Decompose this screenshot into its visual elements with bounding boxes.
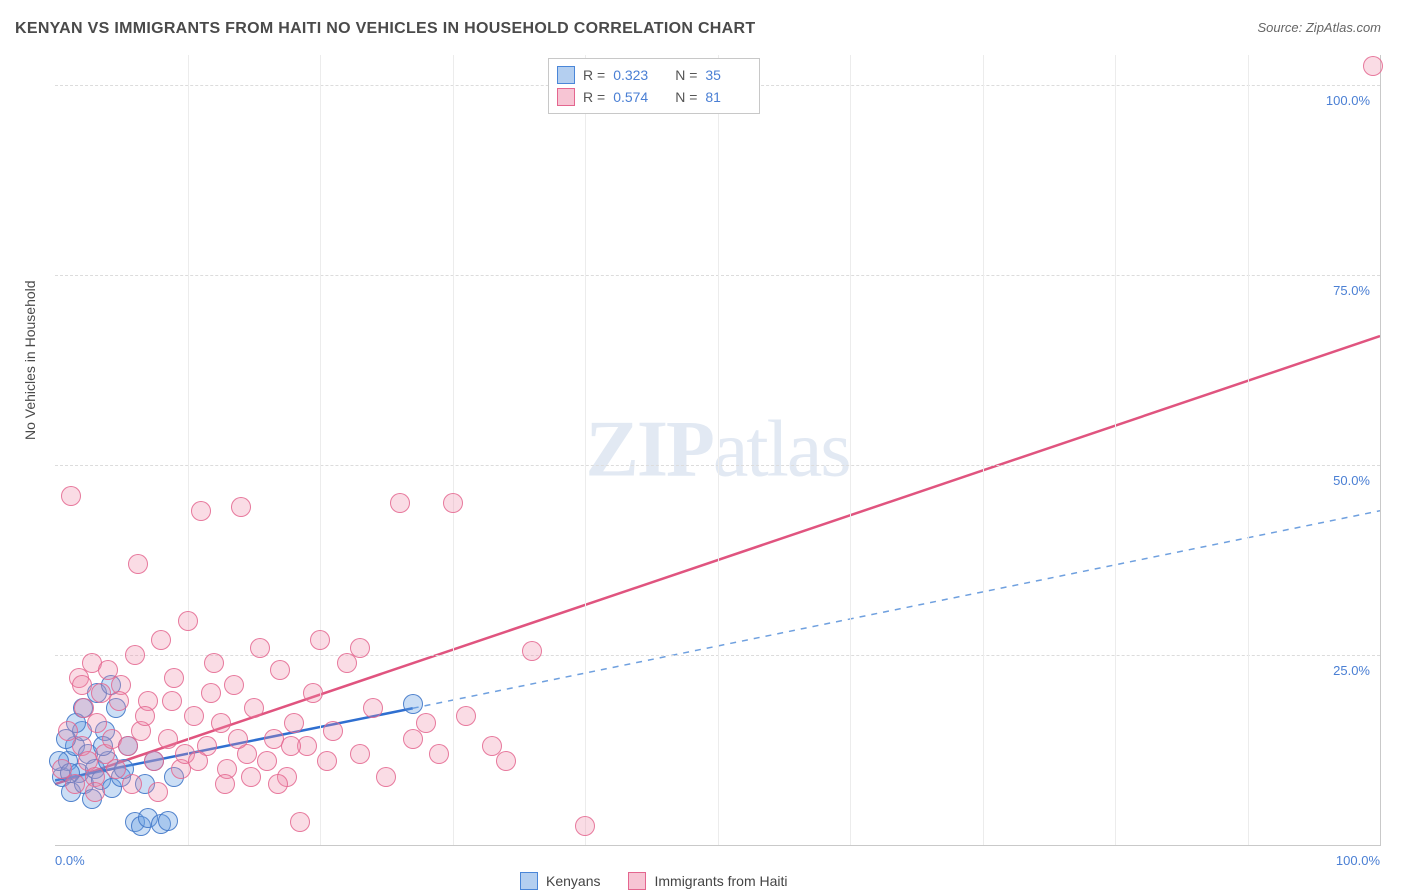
scatter-point <box>128 554 148 574</box>
scatter-point <box>191 501 211 521</box>
scatter-point <box>61 486 81 506</box>
scatter-point <box>72 675 92 695</box>
n-label: N = <box>675 67 697 83</box>
y-tick-label: 75.0% <box>1333 283 1370 298</box>
n-value: 35 <box>705 67 749 83</box>
scatter-point <box>224 675 244 695</box>
gridline-v <box>850 55 851 845</box>
scatter-point <box>188 751 208 771</box>
legend-item: Immigrants from Haiti <box>628 872 787 890</box>
scatter-point <box>290 812 310 832</box>
scatter-point <box>250 638 270 658</box>
series-legend: Kenyans Immigrants from Haiti <box>520 872 788 890</box>
r-label: R = <box>583 67 605 83</box>
scatter-point <box>241 767 261 787</box>
scatter-point <box>228 729 248 749</box>
gridline-v <box>983 55 984 845</box>
gridline-v <box>453 55 454 845</box>
plot-area: ZIPatlas 25.0% 50.0% 75.0% 100.0% <box>55 55 1381 846</box>
scatter-point <box>496 751 516 771</box>
y-tick-label: 50.0% <box>1333 473 1370 488</box>
scatter-point <box>1363 56 1383 76</box>
scatter-point <box>575 816 595 836</box>
gridline-v <box>718 55 719 845</box>
legend-swatch <box>628 872 646 890</box>
r-label: R = <box>583 89 605 105</box>
scatter-point <box>135 706 155 726</box>
gridline-v <box>1248 55 1249 845</box>
legend-swatch <box>557 88 575 106</box>
scatter-point <box>184 706 204 726</box>
scatter-point <box>268 774 288 794</box>
scatter-point <box>125 645 145 665</box>
scatter-point <box>323 721 343 741</box>
scatter-point <box>178 611 198 631</box>
x-tick-label: 0.0% <box>55 853 85 868</box>
legend-label: Immigrants from Haiti <box>654 873 787 889</box>
scatter-point <box>416 713 436 733</box>
legend-row: R = 0.574 N = 81 <box>557 86 749 108</box>
scatter-point <box>303 683 323 703</box>
scatter-point <box>215 774 235 794</box>
scatter-point <box>151 630 171 650</box>
scatter-point <box>158 811 178 831</box>
scatter-point <box>456 706 476 726</box>
scatter-point <box>122 774 142 794</box>
scatter-point <box>201 683 221 703</box>
legend-swatch <box>557 66 575 84</box>
gridline-v <box>188 55 189 845</box>
scatter-point <box>211 713 231 733</box>
scatter-point <box>403 694 423 714</box>
scatter-point <box>204 653 224 673</box>
scatter-point <box>106 759 126 779</box>
watermark-rest: atlas <box>713 406 850 494</box>
scatter-point <box>350 744 370 764</box>
scatter-point <box>363 698 383 718</box>
correlation-legend: R = 0.323 N = 35 R = 0.574 N = 81 <box>548 58 760 114</box>
gridline-v <box>1115 55 1116 845</box>
scatter-point <box>429 744 449 764</box>
scatter-point <box>257 751 277 771</box>
scatter-point <box>158 729 178 749</box>
scatter-point <box>148 782 168 802</box>
legend-swatch <box>520 872 538 890</box>
scatter-point <box>350 638 370 658</box>
legend-row: R = 0.323 N = 35 <box>557 64 749 86</box>
x-tick-label: 100.0% <box>1336 853 1380 868</box>
scatter-point <box>284 713 304 733</box>
chart-title: KENYAN VS IMMIGRANTS FROM HAITI NO VEHIC… <box>15 20 755 38</box>
scatter-point <box>244 698 264 718</box>
n-value: 81 <box>705 89 749 105</box>
legend-item: Kenyans <box>520 872 600 890</box>
scatter-point <box>164 668 184 688</box>
scatter-point <box>281 736 301 756</box>
scatter-point <box>85 782 105 802</box>
scatter-point <box>65 774 85 794</box>
watermark-bold: ZIP <box>586 406 713 494</box>
scatter-point <box>443 493 463 513</box>
trend-line-kenyans-dashed <box>413 511 1380 709</box>
gridline-v <box>585 55 586 845</box>
legend-label: Kenyans <box>546 873 600 889</box>
r-value: 0.323 <box>613 67 657 83</box>
y-axis-label: No Vehicles in Household <box>22 280 38 440</box>
gridline-v <box>320 55 321 845</box>
source-attribution: Source: ZipAtlas.com <box>1257 20 1381 35</box>
scatter-point <box>144 751 164 771</box>
scatter-point <box>162 691 182 711</box>
scatter-point <box>390 493 410 513</box>
scatter-point <box>317 751 337 771</box>
scatter-point <box>109 691 129 711</box>
scatter-point <box>270 660 290 680</box>
y-tick-label: 25.0% <box>1333 663 1370 678</box>
r-value: 0.574 <box>613 89 657 105</box>
scatter-point <box>376 767 396 787</box>
scatter-point <box>310 630 330 650</box>
n-label: N = <box>675 89 697 105</box>
y-tick-label: 100.0% <box>1326 93 1370 108</box>
scatter-point <box>231 497 251 517</box>
scatter-point <box>522 641 542 661</box>
